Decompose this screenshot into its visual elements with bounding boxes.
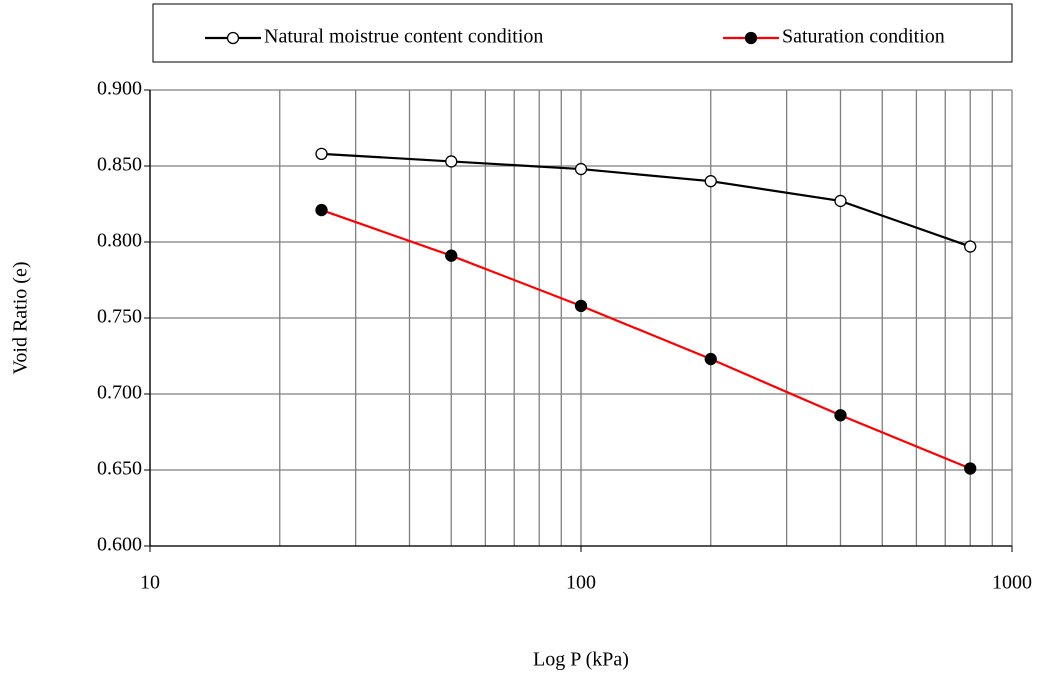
y-tick-label: 0.650 bbox=[97, 458, 142, 480]
x-axis-label: Log P (kPa) bbox=[533, 649, 629, 671]
y-tick-label: 0.800 bbox=[97, 230, 142, 252]
x-tick-label: 1000 bbox=[992, 572, 1032, 594]
legend-box bbox=[152, 3, 1013, 63]
series-line bbox=[321, 152, 971, 248]
x-tick-label: 100 bbox=[566, 572, 596, 594]
marker bbox=[834, 194, 847, 208]
y-tick-label: 0.900 bbox=[97, 78, 142, 100]
marker bbox=[315, 203, 328, 217]
marker bbox=[704, 175, 717, 188]
x-tick-label: 10 bbox=[140, 572, 160, 594]
marker bbox=[315, 147, 328, 160]
marker bbox=[445, 249, 458, 262]
legend-marker bbox=[226, 31, 240, 45]
y-tick-label: 0.700 bbox=[97, 382, 142, 404]
marker bbox=[964, 240, 977, 253]
legend-marker bbox=[744, 31, 758, 45]
marker bbox=[445, 155, 458, 168]
legend-label: Saturation condition bbox=[782, 26, 945, 48]
series-line bbox=[321, 209, 971, 470]
marker bbox=[964, 462, 977, 475]
marker bbox=[574, 299, 588, 312]
y-tick-label: 0.850 bbox=[97, 154, 142, 176]
marker bbox=[704, 352, 717, 366]
marker bbox=[574, 162, 588, 176]
y-tick-label: 0.600 bbox=[97, 534, 142, 556]
legend-label: Natural moistrue content condition bbox=[264, 26, 543, 48]
y-tick-label: 0.750 bbox=[97, 306, 142, 328]
y-axis-label: Void Ratio (e) bbox=[10, 262, 32, 375]
marker bbox=[834, 409, 847, 422]
